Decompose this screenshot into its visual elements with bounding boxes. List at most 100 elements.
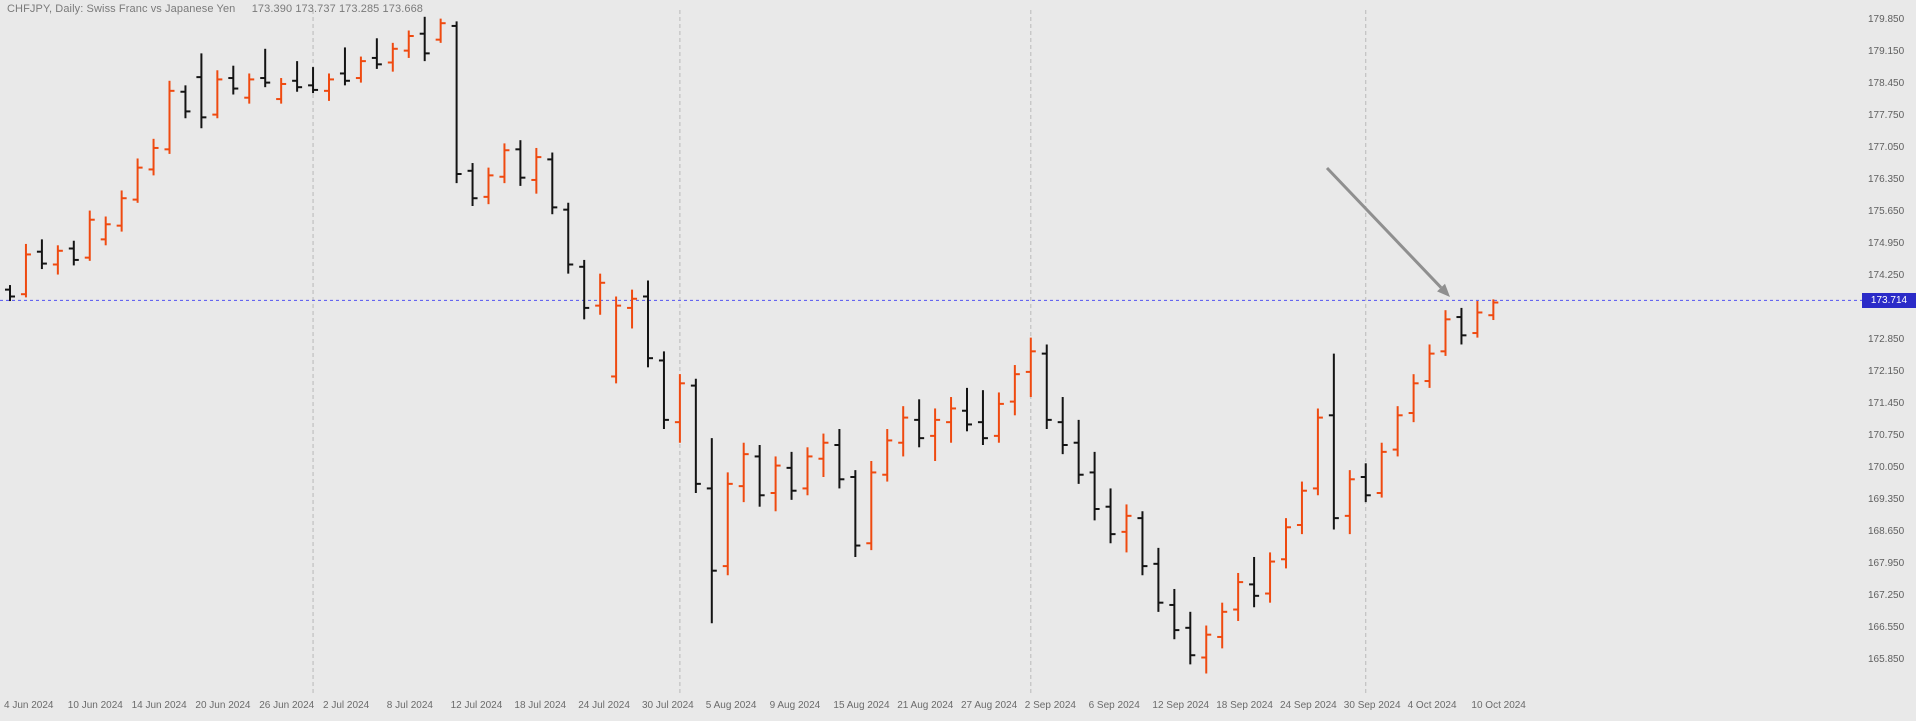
date-scale-label: 30 Sep 2024 <box>1343 700 1401 711</box>
current-price-badge: 173.714 <box>1862 292 1916 308</box>
ohlc-bar <box>1424 344 1435 388</box>
price-scale-label: 179.850 <box>1868 14 1905 25</box>
date-scale-label: 10 Jun 2024 <box>67 700 123 711</box>
ohlc-bar <box>1376 442 1387 498</box>
ohlc-bar <box>754 445 765 507</box>
ohlc-bar <box>1217 602 1228 649</box>
date-scale-label: 2 Sep 2024 <box>1024 700 1076 711</box>
date-scale-label: 2 Jul 2024 <box>323 700 370 711</box>
ohlc-bar <box>1249 556 1260 608</box>
date-scale-label: 12 Jul 2024 <box>450 700 503 711</box>
ohlc-bar <box>451 21 462 184</box>
date-scale-label: 24 Jul 2024 <box>578 700 630 711</box>
date-scale-label: 14 Jun 2024 <box>131 700 187 711</box>
ohlc-bar <box>579 259 590 320</box>
ohlc-bar <box>1169 588 1180 640</box>
ohlc-bar <box>658 351 669 430</box>
ohlc-bar <box>547 152 558 215</box>
price-scale[interactable]: 179.850 179.150 178.450 177.750 177.050 176.3… <box>1862 0 1916 694</box>
ohlc-bar <box>1057 397 1068 455</box>
ohlc-bar <box>36 239 47 270</box>
ohlc-bar <box>962 387 972 432</box>
ohlc-bar <box>1201 625 1212 674</box>
ohlc-bar <box>1009 365 1020 416</box>
date-scale-label: 21 Aug 2024 <box>897 700 954 711</box>
ohlc-bar <box>196 53 207 129</box>
ohlc-bar <box>1392 406 1403 457</box>
date-scale-label: 24 Sep 2024 <box>1280 700 1337 711</box>
ohlc-bar <box>531 147 542 194</box>
ohlc-bar <box>627 289 638 329</box>
price-scale-label: 167.950 <box>1868 557 1905 569</box>
ohlc-bar <box>706 438 717 624</box>
ohlc-bar <box>68 240 79 266</box>
ohlc-bar <box>1281 518 1291 569</box>
ohlc-bar <box>1137 511 1148 576</box>
price-scale-label: 165.850 <box>1868 653 1905 665</box>
ohlc-bar <box>1073 419 1084 484</box>
ohlc-bar <box>1360 463 1371 503</box>
price-scale-label: 171.450 <box>1868 397 1905 409</box>
date-scale-label: 5 Aug 2024 <box>705 700 757 711</box>
ohlc-bar <box>276 78 287 104</box>
price-scale-label: 176.350 <box>1868 173 1905 185</box>
ohlc-bar <box>1312 408 1323 496</box>
arrow-annotation[interactable] <box>1325 166 1450 297</box>
ohlc-bar <box>403 30 414 58</box>
date-scale-label: 18 Sep 2024 <box>1216 700 1273 711</box>
price-scale-label: 170.050 <box>1868 461 1905 473</box>
date-scale-label: 9 Aug 2024 <box>769 700 821 711</box>
ohlc-bar <box>244 73 255 104</box>
price-scale-label: 175.650 <box>1868 205 1905 217</box>
time-scale[interactable]: 4 Jun 2024 10 Jun 2024 14 Jun 2024 20 Jun 2… <box>0 694 1862 721</box>
ohlc-bar <box>180 85 191 119</box>
date-scale-label: 10 Oct 2024 <box>1471 700 1526 711</box>
ohlc-bar <box>946 397 957 443</box>
ohlc-bar <box>1105 488 1116 544</box>
ohlc-bar <box>595 273 606 315</box>
price-scale-label: 177.750 <box>1868 109 1905 121</box>
chart-title: CHFJPY, Daily: Swiss Franc vs Japanese Y… <box>7 3 423 15</box>
ohlc-bar <box>786 451 797 500</box>
ohlc-bar <box>866 461 877 551</box>
date-scale-label: 4 Oct 2024 <box>1407 700 1457 711</box>
ohlc-bar <box>1344 470 1355 535</box>
ohlc-bar <box>1408 374 1419 423</box>
ohlc-bar <box>1185 611 1196 665</box>
ohlc-bar <box>1440 310 1451 356</box>
date-scale-label: 20 Jun 2024 <box>195 700 251 711</box>
ohlc-bar <box>84 210 95 261</box>
ohlc-bar <box>643 280 653 368</box>
ohlc-bar <box>834 429 845 489</box>
ohlc-bar <box>1265 552 1276 603</box>
ohlc-bar <box>1121 504 1132 553</box>
ohlc-bar <box>930 408 941 462</box>
price-chart-canvas[interactable] <box>0 0 1916 694</box>
ohlc-bar <box>387 42 398 72</box>
ohlc-bar <box>611 296 622 384</box>
price-scale-label: 178.450 <box>1868 77 1905 89</box>
ohlc-bar <box>148 138 159 176</box>
ohlc-bar <box>882 429 893 482</box>
ohlc-bar <box>324 73 334 101</box>
chart-ohlc-readout: 173.390 173.737 173.285 173.668 <box>251 3 424 15</box>
price-scale-label: 170.750 <box>1868 429 1905 441</box>
ohlc-bar <box>52 245 63 275</box>
ohlc-bar <box>515 140 526 186</box>
ohlc-bar <box>802 447 813 496</box>
ohlc-bar <box>1296 481 1307 535</box>
date-scale-label: 12 Sep 2024 <box>1152 700 1210 711</box>
ohlc-bar <box>722 472 733 576</box>
ohlc-bar <box>1089 451 1100 521</box>
ohlc-bar <box>1328 353 1339 530</box>
price-scale-label: 172.850 <box>1868 333 1905 345</box>
ohlc-bar <box>674 374 685 443</box>
ohlc-bar <box>977 390 988 446</box>
date-scale-label: 26 Jun 2024 <box>259 700 315 711</box>
ohlc-bar <box>993 392 1004 443</box>
date-scale-label: 27 Aug 2024 <box>961 700 1018 711</box>
ohlc-bar <box>1488 299 1499 321</box>
ohlc-bar <box>1041 344 1052 430</box>
price-scale-label: 167.250 <box>1868 589 1905 601</box>
